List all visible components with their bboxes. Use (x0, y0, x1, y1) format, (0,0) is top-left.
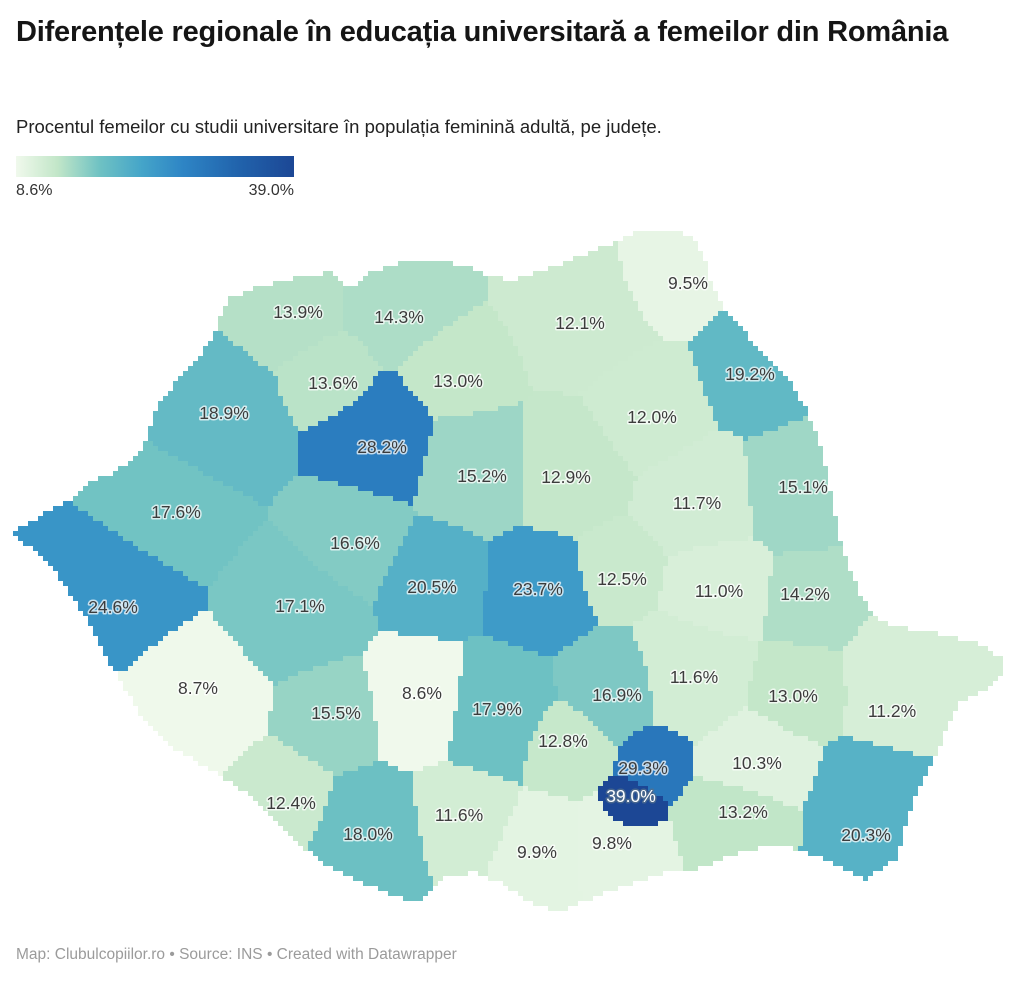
county-region-buzau[interactable] (633, 611, 758, 746)
value-label-harghita: 12.9% (541, 467, 591, 487)
value-label-hunedoara: 17.1% (275, 596, 325, 616)
county-region-cluj[interactable] (298, 371, 433, 506)
county-region-teleorman[interactable] (488, 786, 583, 911)
county-region-valcea[interactable] (363, 631, 463, 771)
county-region-vrancea[interactable] (658, 536, 773, 641)
county-region-bistrita-nasaud[interactable] (398, 301, 533, 421)
county-region-harghita[interactable] (523, 391, 638, 541)
value-label-valcea: 8.6% (402, 683, 442, 703)
county-region-iasi[interactable] (688, 311, 808, 441)
value-label-galati: 14.2% (780, 584, 830, 604)
value-label-brasov: 23.7% (513, 579, 563, 599)
value-label-neamt: 12.0% (627, 407, 677, 427)
value-label-satu-mare: 13.9% (273, 302, 323, 322)
county-region-timis[interactable] (13, 501, 208, 671)
county-region-tulcea[interactable] (843, 616, 1003, 756)
county-region-galati[interactable] (763, 546, 873, 651)
value-label-prahova: 16.9% (592, 685, 642, 705)
legend-min-label: 8.6% (16, 182, 53, 199)
value-label-mures: 15.2% (457, 466, 507, 486)
value-label-teleorman: 9.9% (517, 842, 557, 862)
attribution-footer: Map: Clubulcopiilor.ro • Source: INS • C… (16, 946, 457, 963)
county-region-olt[interactable] (413, 761, 523, 886)
value-label-caras-severin: 8.7% (178, 678, 218, 698)
value-label-ialomita: 10.3% (732, 753, 782, 773)
value-label-bucuresti: 39.0% (606, 786, 656, 806)
county-region-calarasi[interactable] (668, 776, 803, 871)
county-region-maramures[interactable] (343, 261, 488, 371)
county-region-botosani[interactable] (618, 231, 723, 341)
county-region-giurgiu[interactable] (578, 791, 683, 901)
value-label-dambovita: 12.8% (538, 731, 588, 751)
chart-subtitle: Procentul femeilor cu studii universitar… (16, 116, 662, 137)
county-region-mures[interactable] (413, 401, 523, 541)
color-scale-legend: 8.6% 39.0% (16, 156, 294, 200)
county-region-braila[interactable] (748, 641, 848, 746)
county-region-dolj[interactable] (308, 761, 433, 901)
value-label-salaj: 13.6% (308, 373, 358, 393)
county-region-vaslui[interactable] (743, 416, 843, 556)
value-label-calarasi: 13.2% (718, 802, 768, 822)
value-label-vrancea: 11.0% (695, 581, 743, 601)
county-region-hunedoara[interactable] (208, 521, 378, 686)
value-label-bihor: 18.9% (199, 403, 249, 423)
value-label-dolj: 18.0% (343, 824, 393, 844)
county-region-arad[interactable] (73, 441, 268, 586)
county-region-gorj[interactable] (268, 656, 378, 776)
value-label-mehedinti: 12.4% (266, 793, 316, 813)
county-region-mehedinti[interactable] (223, 736, 333, 851)
county-region-caras-severin[interactable] (118, 611, 273, 776)
county-region-ialomita[interactable] (693, 706, 823, 811)
legend-labels: 8.6% 39.0% (16, 182, 294, 200)
value-label-constanta: 20.3% (841, 825, 891, 845)
value-label-bacau: 11.7% (673, 493, 721, 513)
county-region-bucuresti[interactable] (598, 776, 668, 826)
county-region-sibiu[interactable] (373, 516, 488, 641)
county-region-ilfov[interactable] (613, 726, 693, 806)
value-label-arad: 17.6% (151, 502, 201, 522)
value-label-giurgiu: 9.8% (592, 833, 632, 853)
value-label-buzau: 11.6% (670, 667, 718, 687)
value-label-iasi: 19.2% (725, 364, 775, 384)
value-label-maramures: 14.3% (374, 307, 424, 327)
value-label-bistrita-nasaud: 13.0% (433, 371, 483, 391)
county-region-alba[interactable] (268, 476, 418, 606)
page-title: Diferențele regionale în educația univer… (16, 16, 949, 48)
value-label-timis: 24.6% (88, 597, 138, 617)
county-region-arges[interactable] (448, 636, 558, 786)
value-label-olt: 11.6% (435, 805, 483, 825)
value-label-gorj: 15.5% (311, 703, 361, 723)
county-region-prahova[interactable] (553, 626, 653, 746)
legend-max-label: 39.0% (248, 182, 294, 199)
value-label-ilfov: 29.3% (618, 758, 668, 778)
value-label-suceava: 12.1% (555, 313, 605, 333)
legend-gradient-bar (16, 156, 294, 177)
county-region-bacau[interactable] (628, 431, 753, 556)
value-label-tulcea: 11.2% (868, 701, 916, 721)
value-label-cluj: 28.2% (357, 437, 407, 457)
county-region-salaj[interactable] (273, 331, 383, 431)
value-label-alba: 16.6% (330, 533, 380, 553)
value-label-botosani: 9.5% (668, 273, 708, 293)
county-region-covasna[interactable] (578, 516, 668, 626)
value-label-covasna: 12.5% (597, 569, 647, 589)
county-region-brasov[interactable] (483, 526, 598, 656)
value-label-arges: 17.9% (472, 699, 522, 719)
county-region-suceava[interactable] (488, 241, 663, 396)
value-label-vaslui: 15.1% (778, 477, 828, 497)
county-region-constanta[interactable] (798, 736, 933, 881)
county-region-bihor[interactable] (148, 331, 298, 506)
value-label-braila: 13.0% (768, 686, 818, 706)
value-label-sibiu: 20.5% (407, 577, 457, 597)
